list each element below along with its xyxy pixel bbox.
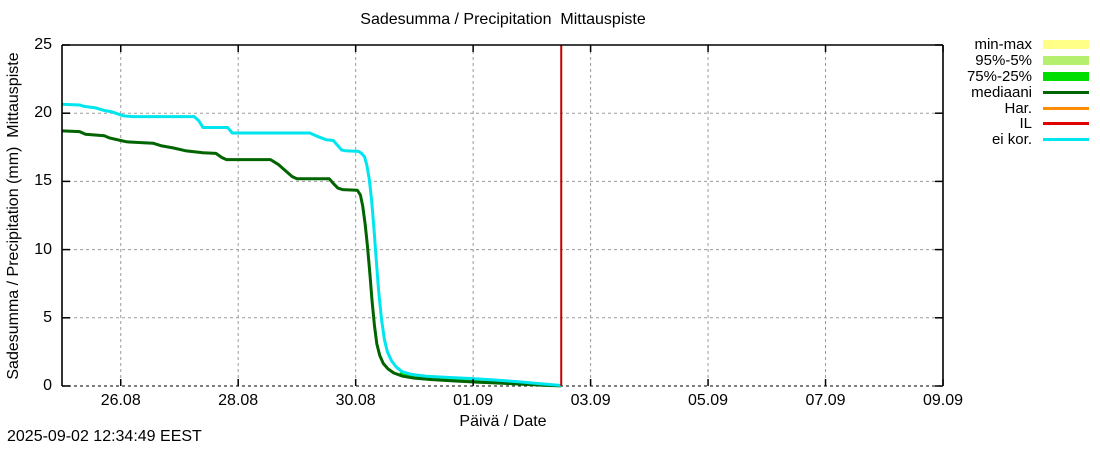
legend-item-95-5-: 95%-5% (869, 52, 1089, 70)
series-mediaani (61, 129, 562, 388)
legend-item-ei-kor-: ei kor. (869, 131, 1089, 149)
legend-label: 75%-25% (966, 68, 1032, 85)
x-tick-label: 28.08 (218, 392, 259, 409)
legend-label: min-max (974, 36, 1032, 54)
legend-swatch-band (1043, 56, 1089, 66)
legend-label: IL (1019, 115, 1032, 133)
legend-swatch-band (1043, 71, 1089, 81)
y-tick-label: 15 (34, 172, 52, 190)
y-tick-label: 25 (34, 36, 52, 53)
legend-swatch-line (1043, 122, 1089, 126)
legend-swatch-line (1043, 90, 1089, 94)
x-tick-label: 03.09 (570, 392, 611, 409)
y-tick-label: 0 (43, 377, 52, 394)
legend-item-har-: Har. (869, 99, 1089, 117)
legend-swatch-band (1043, 40, 1089, 50)
y-tick-label: 5 (43, 308, 52, 326)
chart-legend: min-max 95%-5% 75%-25% mediaani Har. IL ei kor… (869, 36, 1089, 149)
legend-item-75-25-: 75%-25% (869, 68, 1089, 85)
x-tick-label: 07.09 (805, 392, 846, 409)
chart-title: Sadesumma / Precipitation Mittauspiste (360, 11, 646, 28)
plot-timestamp: 2025-09-02 12:34:49 EEST (7, 428, 202, 445)
legend-swatch-line (1043, 106, 1089, 110)
x-tick-label: 05.09 (688, 392, 729, 409)
legend-label: 95%-5% (975, 52, 1032, 70)
x-axis-label: Päivä / Date (459, 413, 547, 430)
y-tick-label: 20 (34, 104, 52, 122)
legend-item-min-max: min-max (869, 36, 1089, 54)
legend-item-mediaani: mediaani (869, 83, 1089, 101)
x-tick-label: 09.09 (922, 392, 964, 409)
y-tick-label: 10 (34, 240, 52, 258)
x-tick-label: 26.08 (100, 392, 141, 409)
x-tick-label: 01.09 (453, 392, 494, 409)
legend-item-il: IL (869, 115, 1089, 133)
series-ei-kor- (61, 102, 562, 387)
legend-label: Har. (1004, 99, 1032, 117)
x-tick-label: 30.08 (335, 392, 376, 409)
legend-label: mediaani (971, 83, 1032, 101)
legend-label: ei kor. (991, 131, 1032, 149)
legend-swatch-line (1043, 138, 1089, 142)
